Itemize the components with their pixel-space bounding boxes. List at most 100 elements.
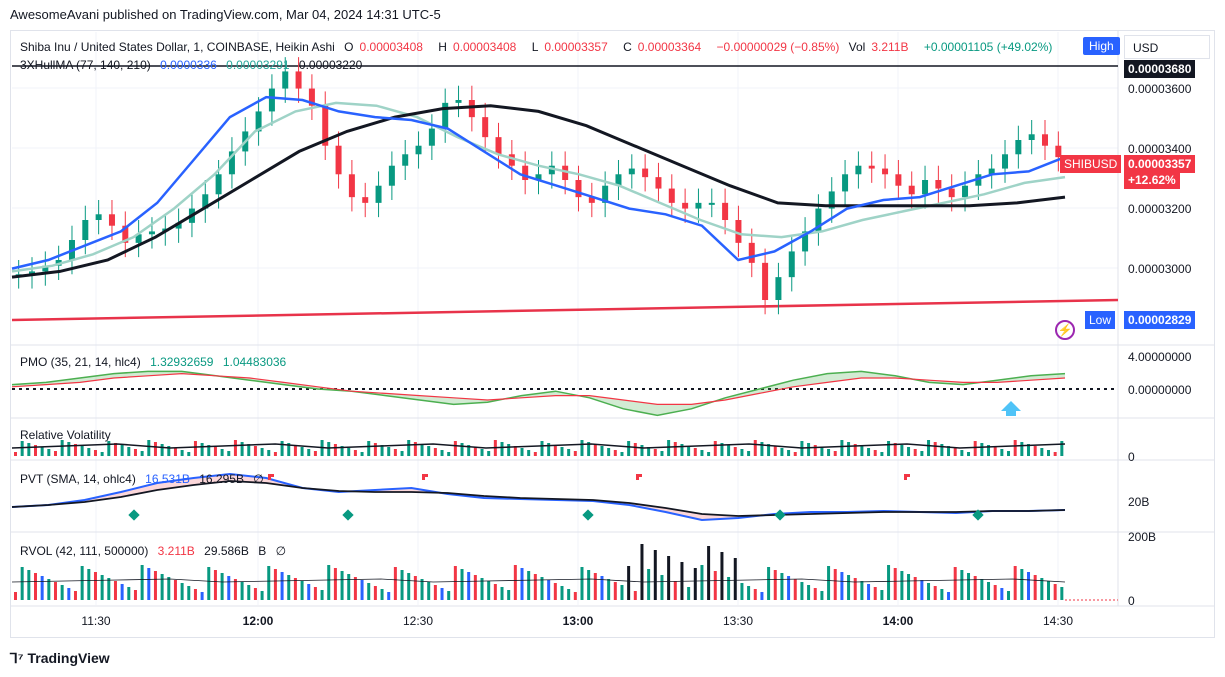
rv-bar bbox=[613, 450, 617, 456]
rv-bar bbox=[580, 440, 584, 456]
rv-bar bbox=[833, 451, 837, 456]
rvol-bar bbox=[473, 575, 477, 600]
rvol-bar bbox=[1000, 588, 1004, 600]
rvol-bar bbox=[587, 570, 591, 600]
rv-bar bbox=[920, 451, 924, 456]
rvol-bar bbox=[667, 556, 671, 600]
rvol-bar bbox=[233, 579, 237, 600]
rvol-bar bbox=[627, 566, 631, 600]
rv-bar bbox=[667, 440, 671, 456]
rvol-bar bbox=[547, 580, 551, 600]
rv-bar bbox=[333, 444, 337, 456]
candle-body bbox=[175, 222, 182, 229]
pvt-signal-line bbox=[11, 480, 1066, 517]
hull-slow-line bbox=[11, 104, 1066, 279]
rv-bar bbox=[713, 441, 717, 456]
rvol-bar bbox=[480, 578, 484, 600]
candle-body bbox=[602, 185, 609, 203]
rv-bar bbox=[367, 441, 371, 456]
rv-bar bbox=[933, 442, 937, 456]
rvol-bar bbox=[280, 572, 284, 600]
candle-body bbox=[722, 202, 729, 220]
rv-bar bbox=[467, 445, 471, 456]
pvt-flag-marker bbox=[904, 474, 910, 480]
rv-bar bbox=[967, 452, 971, 456]
candle-body bbox=[468, 100, 475, 118]
close-label: C bbox=[623, 40, 632, 54]
rvol-bar bbox=[120, 584, 124, 600]
high-value: 0.00003408 bbox=[452, 40, 517, 54]
change-value: −0.00000029 (−0.85%) bbox=[716, 40, 840, 54]
price-axis-label: 0.00003600 bbox=[1128, 82, 1192, 96]
rv-bar bbox=[1040, 448, 1044, 456]
rvol-bar bbox=[880, 590, 884, 600]
rvol-bar bbox=[967, 573, 971, 600]
rv-bar bbox=[327, 442, 331, 456]
rvol-bar bbox=[460, 569, 464, 600]
rvol-bar bbox=[947, 592, 951, 600]
rv-bar bbox=[607, 448, 611, 456]
rvol-bar bbox=[860, 581, 864, 600]
rv-bar bbox=[553, 445, 557, 456]
hull-value-2: 0.00003291 bbox=[226, 58, 290, 72]
rv-bar bbox=[480, 449, 484, 456]
candle-body bbox=[508, 154, 515, 166]
rv-bar bbox=[680, 444, 684, 456]
rv-bar bbox=[240, 442, 244, 456]
candle-body bbox=[95, 214, 102, 220]
low-button[interactable]: Low bbox=[1085, 311, 1116, 329]
rvol-bar bbox=[40, 576, 44, 600]
high-button[interactable]: High bbox=[1083, 37, 1120, 55]
rv-bar bbox=[560, 447, 564, 456]
candle-body bbox=[202, 194, 209, 209]
currency-select[interactable]: USD bbox=[1124, 35, 1210, 59]
rv-bar bbox=[160, 444, 164, 456]
rv-bar bbox=[1060, 441, 1064, 456]
rvol-bar bbox=[933, 586, 937, 600]
rvol-bar bbox=[520, 568, 524, 600]
rvol-bar bbox=[913, 577, 917, 600]
rv-bar bbox=[313, 451, 317, 456]
rv-bar bbox=[93, 450, 97, 456]
pvt-diamond-marker bbox=[972, 509, 984, 521]
rv-bar bbox=[600, 446, 604, 456]
rvol-bar bbox=[633, 591, 637, 600]
pmo-axis-zero: 0.00000000 bbox=[1128, 383, 1192, 397]
candle-body bbox=[562, 165, 569, 180]
rvol-bar bbox=[487, 581, 491, 600]
rv-bar bbox=[880, 452, 884, 456]
pmo-fill bbox=[12, 371, 1065, 416]
candle-body bbox=[788, 251, 795, 278]
time-axis-label: 13:00 bbox=[562, 614, 594, 628]
rv-bar bbox=[133, 449, 137, 456]
pvt-flag-marker bbox=[268, 474, 274, 480]
rv-bar bbox=[47, 449, 51, 456]
rvol-bar bbox=[220, 573, 224, 600]
rv-bar bbox=[487, 451, 491, 456]
candle-body bbox=[962, 185, 969, 198]
rvol-bar bbox=[307, 584, 311, 600]
rvol-bar bbox=[153, 571, 157, 600]
rv-bar bbox=[547, 443, 551, 456]
tradingview-logo: ⅂⁷ TradingView bbox=[10, 650, 110, 667]
rv-bar bbox=[953, 448, 957, 456]
rvol-bar bbox=[600, 576, 604, 600]
lightning-icon[interactable]: ⚡ bbox=[1055, 320, 1075, 340]
rv-bar bbox=[293, 445, 297, 456]
low-price-tag: 0.00002829 bbox=[1124, 311, 1196, 329]
rv-bar bbox=[420, 444, 424, 456]
rvol-bar bbox=[360, 580, 364, 600]
pmo-arrow-icon bbox=[1001, 401, 1021, 416]
candle-body bbox=[135, 234, 142, 243]
rvol-legend: RVOL (42, 111, 500000) 3.211B 29.586B B … bbox=[20, 544, 292, 558]
rvol-bar bbox=[887, 565, 891, 600]
publication-credit: AwesomeAvani published on TradingView.co… bbox=[10, 7, 441, 22]
rv-bar bbox=[267, 450, 271, 456]
candle-body bbox=[588, 197, 595, 203]
rv-bar bbox=[707, 452, 711, 456]
rv-bar bbox=[347, 448, 351, 456]
rvol-bar bbox=[53, 582, 57, 600]
rv-bar bbox=[767, 444, 771, 456]
candle-body bbox=[1042, 134, 1049, 146]
